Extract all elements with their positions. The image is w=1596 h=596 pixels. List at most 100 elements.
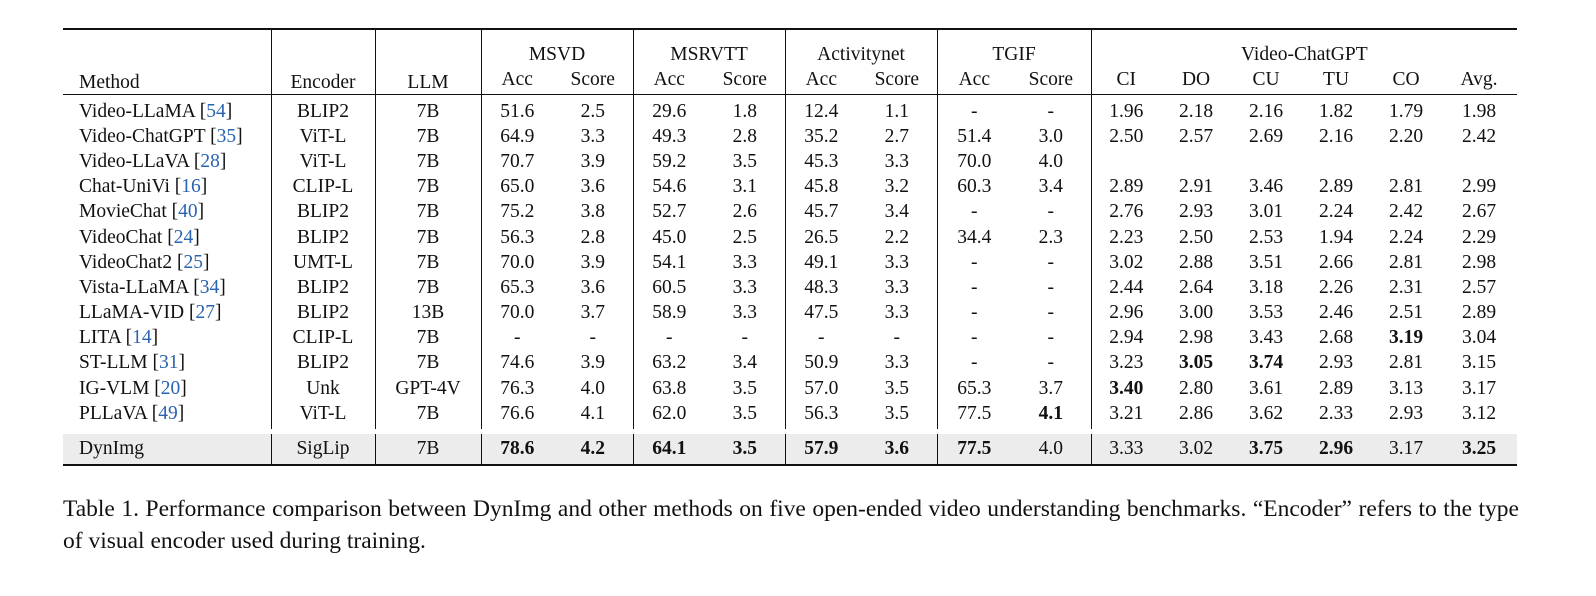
table-row: Chat-UniVi [16] CLIP-L 7B 65.0 3.6 54.6 3.1 45.…: [63, 174, 1517, 200]
header-group-msrvtt: MSRVTT: [633, 29, 786, 66]
cell-value: 2.57: [1178, 125, 1214, 147]
citation-link[interactable]: 34: [199, 276, 220, 298]
cell-value: 64.1: [633, 431, 706, 467]
table-row: Video-LLaMA [54] BLIP2 7B 51.6 2.5 29.6 1.8 12.…: [63, 94, 1517, 125]
citation-link[interactable]: 35: [216, 125, 237, 147]
cell-value: 2.53: [1248, 226, 1284, 248]
cell-value: 3.21: [1109, 402, 1144, 424]
cell-method: VideoChat2 [25]: [63, 250, 272, 276]
cell-value: 2.96: [1109, 302, 1144, 324]
cell-value: [1091, 149, 1161, 174]
cell-value: 2.99: [1462, 176, 1497, 198]
cell-value: -: [514, 327, 521, 349]
cell-value: 3.7: [553, 300, 634, 326]
table-row: Video-LLaVA [28] ViT-L 7B 70.7 3.9 59.2 3.5 45.…: [63, 149, 1517, 175]
cell-value: 3.3: [857, 275, 938, 301]
cell-llm: GPT-4V: [375, 376, 482, 402]
cell-value: 48.3: [804, 276, 839, 298]
cell-value: 77.5: [957, 402, 992, 424]
cell-value: 3.19: [1388, 327, 1424, 349]
cell-value: -: [1011, 250, 1092, 276]
cell-value: 2.7: [857, 124, 938, 150]
cell-value: 58.9: [652, 302, 687, 324]
cell-value: -: [818, 327, 825, 349]
citation-link[interactable]: 24: [173, 226, 194, 248]
citation-link[interactable]: 31: [159, 352, 179, 374]
citation-link[interactable]: 25: [183, 251, 203, 273]
cell-value: 3.5: [705, 431, 786, 467]
citation-link[interactable]: 27: [195, 302, 215, 324]
cell-value: 2.8: [553, 224, 634, 251]
cell-value: 3.33: [1091, 431, 1162, 467]
cell-encoder: BLIP2: [271, 199, 376, 225]
cell-value: 2.5: [553, 94, 634, 125]
method-name: DynImg: [79, 438, 144, 460]
citation-link[interactable]: 54: [206, 100, 226, 122]
cell-value: 45.3: [804, 150, 839, 172]
citation-link[interactable]: 14: [132, 327, 152, 349]
cell-value: 2.8: [705, 124, 786, 150]
header-encoder: Encoder: [271, 29, 376, 95]
header-vcg-tu: TU: [1301, 66, 1372, 95]
cell-value: 3.43: [1248, 327, 1284, 349]
cell-value: 76.6: [500, 402, 535, 424]
cell-value: 2.89: [1462, 302, 1497, 324]
cell-value: 2.89: [1318, 176, 1354, 198]
cell-value: 3.46: [1248, 176, 1284, 198]
method-name: Chat-UniVi: [79, 176, 170, 198]
cell-value: 65.3: [500, 276, 535, 298]
cell-method: PLLaVA [49]: [63, 401, 272, 432]
cell-value: -: [971, 251, 978, 273]
cell-value: 70.7: [500, 150, 535, 172]
citation-link[interactable]: 28: [200, 150, 220, 172]
cell-value: 3.9: [553, 250, 634, 276]
cell-value: 64.9: [500, 125, 535, 147]
citation-link[interactable]: 49: [158, 402, 178, 424]
cell-value: 45.0: [652, 226, 687, 248]
cell-value: 3.01: [1248, 201, 1284, 223]
cell-llm: 13B: [375, 300, 482, 326]
cell-value: 3.05: [1178, 352, 1214, 374]
cell-value: 3.5: [705, 149, 786, 175]
table-row: LLaMA-VID [27] BLIP2 13B 70.0 3.7 58.9 3.3 47.5…: [63, 300, 1517, 326]
cell-method: Chat-UniVi [16]: [63, 174, 272, 200]
cell-value: 3.3: [705, 275, 786, 301]
cell-llm: 7B: [375, 124, 482, 150]
cell-value: 2.89: [1109, 176, 1144, 198]
cell-value: 45.8: [804, 176, 839, 198]
citation-link[interactable]: 40: [178, 201, 198, 223]
table-row: ST-LLM [31] BLIP2 7B 74.6 3.9 63.2 3.4 50.9 3.3 -…: [63, 350, 1517, 377]
cell-value: 3.6: [857, 431, 938, 467]
cell-method: Vista-LLaMA [34]: [63, 275, 272, 301]
cell-value: 70.0: [500, 302, 535, 324]
table-row: MovieChat [40] BLIP2 7B 75.2 3.8 52.7 2.6 45.7 3…: [63, 199, 1517, 225]
cell-value: 3.04: [1462, 327, 1497, 349]
cell-llm: 7B: [375, 199, 482, 225]
cell-value: 2.16: [1318, 125, 1354, 147]
cell-value: 45.7: [804, 201, 839, 223]
cell-value: 2.57: [1462, 276, 1497, 298]
cell-value: 2.66: [1318, 251, 1354, 273]
cell-value: 3.5: [857, 401, 938, 432]
header-group-video-chatgpt: Video-ChatGPT: [1240, 44, 1368, 65]
cell-value: 2.18: [1178, 100, 1214, 122]
method-name: PLLaVA: [79, 402, 147, 424]
cell-llm: 7B: [375, 174, 482, 200]
cell-value: 3.74: [1248, 352, 1284, 374]
cell-value: 4.0: [553, 376, 634, 402]
cell-value: 70.0: [500, 251, 535, 273]
cell-value: 2.26: [1318, 276, 1354, 298]
results-table: Method Encoder LLM MSVD MSRVTT Activityn…: [63, 28, 1518, 467]
cell-encoder: CLIP-L: [271, 174, 376, 200]
cell-value: 51.6: [500, 100, 535, 122]
header-tgif-score: Score: [1011, 66, 1092, 95]
cell-value: 77.5: [937, 431, 1012, 467]
cell-value: 3.23: [1109, 352, 1144, 374]
cell-value: 2.69: [1248, 125, 1284, 147]
cell-value: 4.2: [553, 431, 634, 467]
table-row: Video-ChatGPT [35] ViT-L 7B 64.9 3.3 49.3 2.8 3…: [63, 124, 1517, 150]
cell-value: -: [971, 327, 978, 349]
citation-link[interactable]: 16: [181, 176, 201, 198]
citation-link[interactable]: 20: [160, 377, 181, 399]
cell-value: 3.15: [1462, 352, 1497, 374]
